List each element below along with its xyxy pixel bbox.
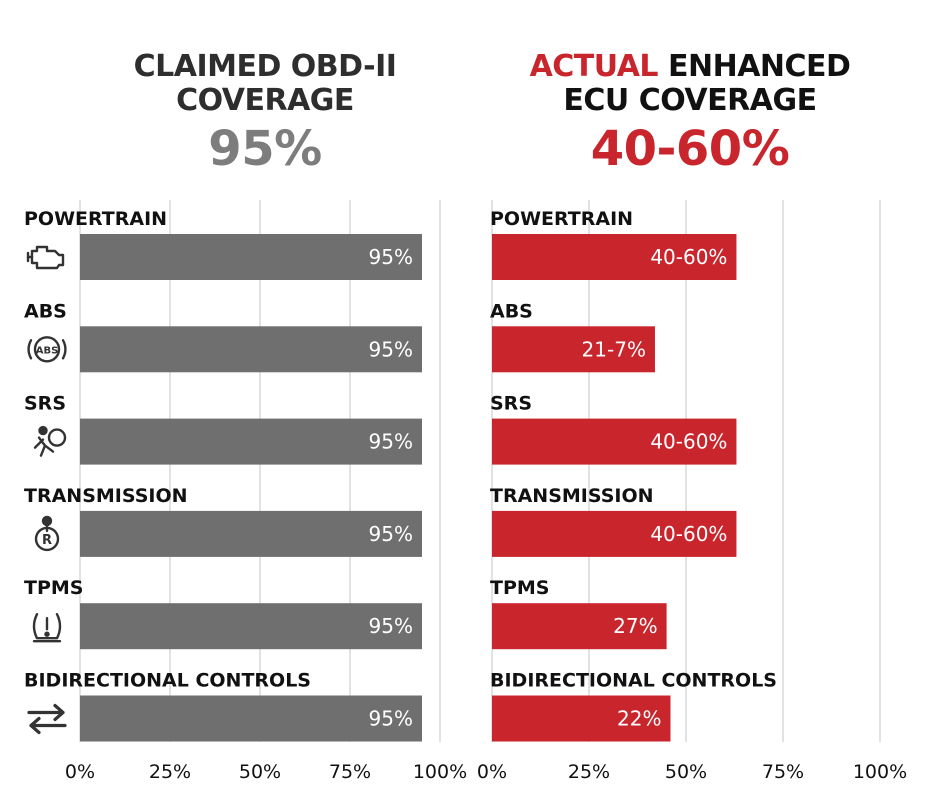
left-bar-value-label: 95% xyxy=(369,614,413,638)
abs-icon: ABS xyxy=(27,336,67,363)
engine-icon xyxy=(26,245,65,270)
right-tick-label: 100% xyxy=(853,761,907,783)
left-bar-value-label: 95% xyxy=(369,245,413,269)
right-title-accent: ACTUAL xyxy=(529,49,659,84)
left-bar-value-label: 95% xyxy=(369,337,413,361)
right-bar-value-label: 27% xyxy=(613,614,657,638)
left-tick-label: 75% xyxy=(329,761,371,783)
right-category-label: TPMS xyxy=(490,577,549,599)
right-bar xyxy=(492,603,667,650)
right-bar xyxy=(492,418,737,465)
right-bar xyxy=(492,695,671,742)
left-bar xyxy=(80,603,422,650)
right-title-line1: ACTUAL ENHANCED xyxy=(490,50,890,84)
grid-layer xyxy=(79,200,881,742)
bidirectional-arrows-icon xyxy=(27,703,67,735)
right-category-label: TRANSMISSION xyxy=(490,485,654,507)
right-title-line2: ECU COVERAGE xyxy=(563,83,817,118)
gear-shift-icon: R xyxy=(34,515,60,552)
left-title-value: 95% xyxy=(208,121,322,177)
left-title-line1: CLAIMED OBD-II xyxy=(133,49,397,84)
left-tick-label: 0% xyxy=(65,761,95,783)
left-category-label: POWERTRAIN xyxy=(24,208,167,230)
left-bar-value-label: 95% xyxy=(369,522,413,546)
left-bar xyxy=(80,510,422,557)
left-chart-title: CLAIMED OBD-II COVERAGE 95% xyxy=(80,50,450,178)
right-bar-value-label: 40-60% xyxy=(650,430,727,454)
right-title-value: 40-60% xyxy=(590,121,790,177)
left-category-label: TPMS xyxy=(24,577,83,599)
left-bar xyxy=(80,418,422,465)
left-category-label: BIDIRECTIONAL CONTROLS xyxy=(24,670,311,692)
right-bar-value-label: 22% xyxy=(617,707,661,731)
tpms-icon xyxy=(32,613,62,643)
left-bar xyxy=(80,234,422,280)
right-bar-value-label: 40-60% xyxy=(650,245,727,269)
left-tick-label: 100% xyxy=(413,761,467,783)
right-bar-value-label: 21-7% xyxy=(582,337,646,361)
left-bar-value-label: 95% xyxy=(369,430,413,454)
right-chart-title: ACTUAL ENHANCED ECU COVERAGE 40-60% xyxy=(490,50,890,178)
right-bar xyxy=(492,234,737,280)
right-bar-value-label: 40-60% xyxy=(650,522,727,546)
left-tick-label: 50% xyxy=(239,761,281,783)
left-category-label: ABS xyxy=(24,300,67,322)
left-category-label: SRS xyxy=(24,393,66,415)
right-category-label: BIDIRECTIONAL CONTROLS xyxy=(490,670,777,692)
left-bar-value-label: 95% xyxy=(369,707,413,731)
left-title-line2: COVERAGE xyxy=(176,83,354,118)
right-category-label: ABS xyxy=(490,300,533,322)
left-category-label: TRANSMISSION xyxy=(24,485,188,507)
right-tick-label: 75% xyxy=(762,761,804,783)
svg-text:R: R xyxy=(42,533,52,548)
right-tick-label: 0% xyxy=(477,761,507,783)
svg-text:ABS: ABS xyxy=(36,345,59,356)
left-bar xyxy=(80,695,422,742)
right-bar xyxy=(492,326,655,373)
airbag-icon xyxy=(33,425,67,457)
right-category-label: POWERTRAIN xyxy=(490,208,633,230)
right-category-label: SRS xyxy=(490,393,532,415)
right-bar xyxy=(492,510,737,557)
right-tick-label: 50% xyxy=(665,761,707,783)
label-layer: 0% 25% 50% 75% 100% POWERTRAIN 95% ABS 95% SRS 95%… xyxy=(24,208,907,783)
left-bar xyxy=(80,326,422,373)
left-tick-label: 25% xyxy=(149,761,191,783)
icon-layer: ABS R xyxy=(26,245,67,735)
right-title-line1-rest: ENHANCED xyxy=(658,49,851,84)
bar-layer xyxy=(80,234,737,742)
right-tick-label: 25% xyxy=(568,761,610,783)
